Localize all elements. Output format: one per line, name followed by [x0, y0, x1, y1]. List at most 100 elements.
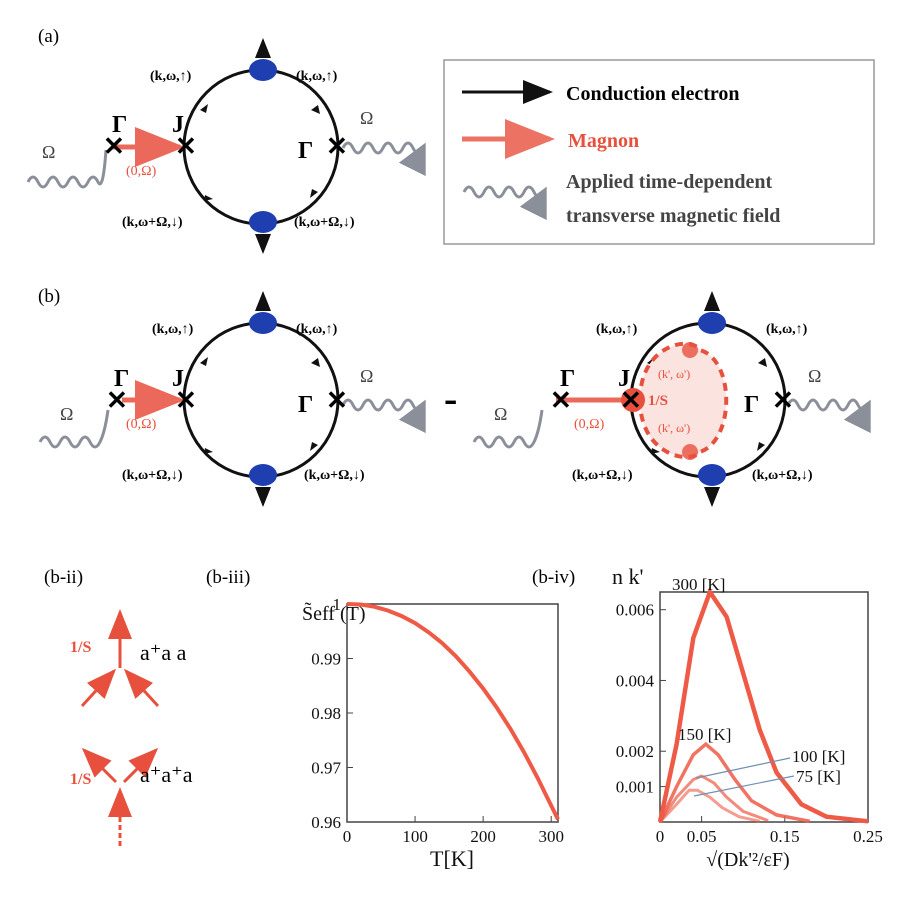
one-over-s-bottom: 1/S [70, 771, 91, 788]
vertex-dot-top-b2 [698, 312, 726, 334]
omega-right-b1: Ω [360, 366, 373, 386]
gamma-left-a: Γ [112, 112, 127, 138]
omega-right-b2: Ω [808, 366, 821, 386]
x-tick-label: 0.05 [687, 827, 717, 846]
ops-bottom: a⁺a⁺a [140, 762, 193, 787]
ket-down-left-b1: (k,ω+Ω,↓) [122, 468, 183, 483]
vertex-dot-bottom-b1 [249, 464, 277, 486]
omega-left-b1: Ω [60, 404, 73, 424]
cross-j-b2: ✕ [620, 386, 642, 415]
cross-j-a: ✕ [175, 132, 197, 161]
series-line [658, 741, 811, 824]
loop-label-top-b2: (k', ω') [658, 367, 690, 381]
j-label-a: J [172, 112, 184, 138]
ket-up-right-b1: (k,ω,↑) [296, 322, 338, 337]
wave-left-b1 [38, 409, 110, 449]
ket-up-right-a: (k,ω,↑) [296, 69, 338, 84]
cross-gamma-left-b1: ✕ [106, 386, 128, 415]
x-tick-label: 100 [402, 827, 428, 846]
magnon-label-b2: (0,Ω) [574, 417, 605, 432]
gamma-right-b2: Γ [744, 392, 759, 418]
panel-label-b-ii: (b-ii) [44, 567, 83, 588]
series-label: 150 [K] [678, 725, 731, 744]
loop-vertex-top-b2 [682, 342, 698, 358]
panel-label-b-iii: (b-iii) [206, 567, 250, 588]
series-line [658, 774, 769, 823]
y-tick-label: 0.99 [311, 650, 341, 669]
wave-right-b2 [786, 398, 871, 434]
gamma-left-b1: Γ [114, 366, 129, 392]
ket-down-left-b2: (k,ω+Ω,↓) [572, 468, 633, 483]
vertex-dot-top-a [249, 59, 277, 81]
y-tick-label: 1 [333, 595, 342, 614]
loop-vertex-bottom-b2 [682, 444, 698, 460]
gamma-right-b1: Γ [298, 392, 313, 418]
ket-down-right-b1: (k,ω+Ω,↓) [304, 468, 365, 483]
y-axis-label: S̃eff (T) [302, 601, 366, 625]
one-over-s-b2: 1/S [648, 393, 668, 409]
x-tick-label: 0.25 [853, 827, 883, 846]
minus-sign: - [444, 376, 457, 421]
y-axis-label: n k' [612, 564, 644, 589]
magnon-label-a: (0,Ω) [126, 164, 157, 179]
legend-wave [462, 185, 547, 221]
magnon-loop-b2 [637, 341, 729, 460]
one-over-s-top: 1/S [70, 639, 91, 656]
omega-right-a: Ω [360, 108, 373, 128]
panel-label-a: (a) [38, 26, 59, 47]
cross-j-b1: ✕ [175, 386, 197, 415]
y-tick-label: 0.96 [311, 813, 341, 832]
y-tick-label: 0.98 [311, 704, 341, 723]
x-tick-label: 0 [656, 827, 665, 846]
series-label: 100 [K] [792, 747, 845, 766]
gamma-right-a: Γ [298, 138, 313, 164]
series-leader [693, 775, 795, 797]
x-tick-label: 0.15 [770, 827, 800, 846]
wave-left-b2 [472, 409, 544, 449]
chart-seff: 0.96 0.97 0.98 0.99 1 0 100 200 300 S̃eff (T) T[K] [302, 595, 564, 871]
omega-left-a: Ω [42, 142, 55, 162]
chart-nk: 0.001 0.002 0.004 0.006 0 0.05 0.15 0.25 300 [K]… [612, 564, 883, 871]
vertex-dot-bottom-a [249, 211, 277, 233]
y-tick-label: 0.97 [311, 759, 341, 778]
plot-frame [659, 591, 869, 823]
vertex-dot-top-b1 [249, 312, 277, 334]
x-axis-label: √(Dk'²/εF) [706, 849, 789, 871]
x-tick-label: 200 [470, 827, 496, 846]
series-label: 300 [K] [672, 575, 725, 594]
diagram-b-left: Ω Ω ✕ ✕ ✕ Γ J Γ (0,Ω) (k,ω,↑) (k,ω,↑) (k… [38, 291, 426, 507]
panel-label-b: (b) [38, 286, 60, 307]
ket-down-right-b2: (k,ω+Ω,↓) [752, 468, 813, 483]
electron-loop-a [182, 68, 340, 226]
series-line [657, 587, 869, 824]
panel-label-b-iv: (b-iv) [532, 567, 575, 588]
ket-up-left-a: (k,ω,↑) [150, 69, 192, 84]
cross-gamma-right-b2: ✕ [772, 386, 794, 415]
ops-top: a⁺a a [140, 640, 187, 665]
ket-down-right-a: (k,ω+Ω,↓) [294, 215, 355, 230]
magnon-label-b1: (0,Ω) [126, 417, 157, 432]
legend-field-line1: Applied time-dependent [566, 171, 772, 193]
j-label-b2: J [618, 366, 630, 392]
electron-loop-b1 [182, 321, 340, 479]
x-tick-label: 0 [343, 827, 352, 846]
diagram-b-right: Ω Ω ✕ ✕ ✕ Γ J Γ (0,Ω) 1/S (k', ω') (k', … [472, 291, 871, 507]
omega-left-b2: Ω [494, 404, 507, 424]
legend-field-line2: transverse magnetic field [566, 205, 780, 227]
gamma-left-b2: Γ [560, 366, 575, 392]
y-tick-label: 0.006 [616, 601, 654, 620]
cross-gamma-left-a: ✕ [103, 132, 125, 161]
y-tick-label: 0.001 [616, 778, 654, 797]
wave-left-a [26, 149, 108, 189]
x-axis-label: T[K] [430, 846, 474, 871]
legend-magnon: Magnon [568, 130, 639, 152]
legend: Conduction electron Magnon Applied time-… [443, 59, 875, 245]
j-label-b1: J [172, 366, 184, 392]
wave-right-a [341, 141, 426, 177]
cross-gamma-right-a: ✕ [326, 132, 348, 161]
magnon-vertex-b2 [621, 388, 645, 412]
x-tick-label: 300 [538, 827, 564, 846]
series-leader [695, 757, 791, 779]
wave-right-b1 [341, 398, 426, 434]
